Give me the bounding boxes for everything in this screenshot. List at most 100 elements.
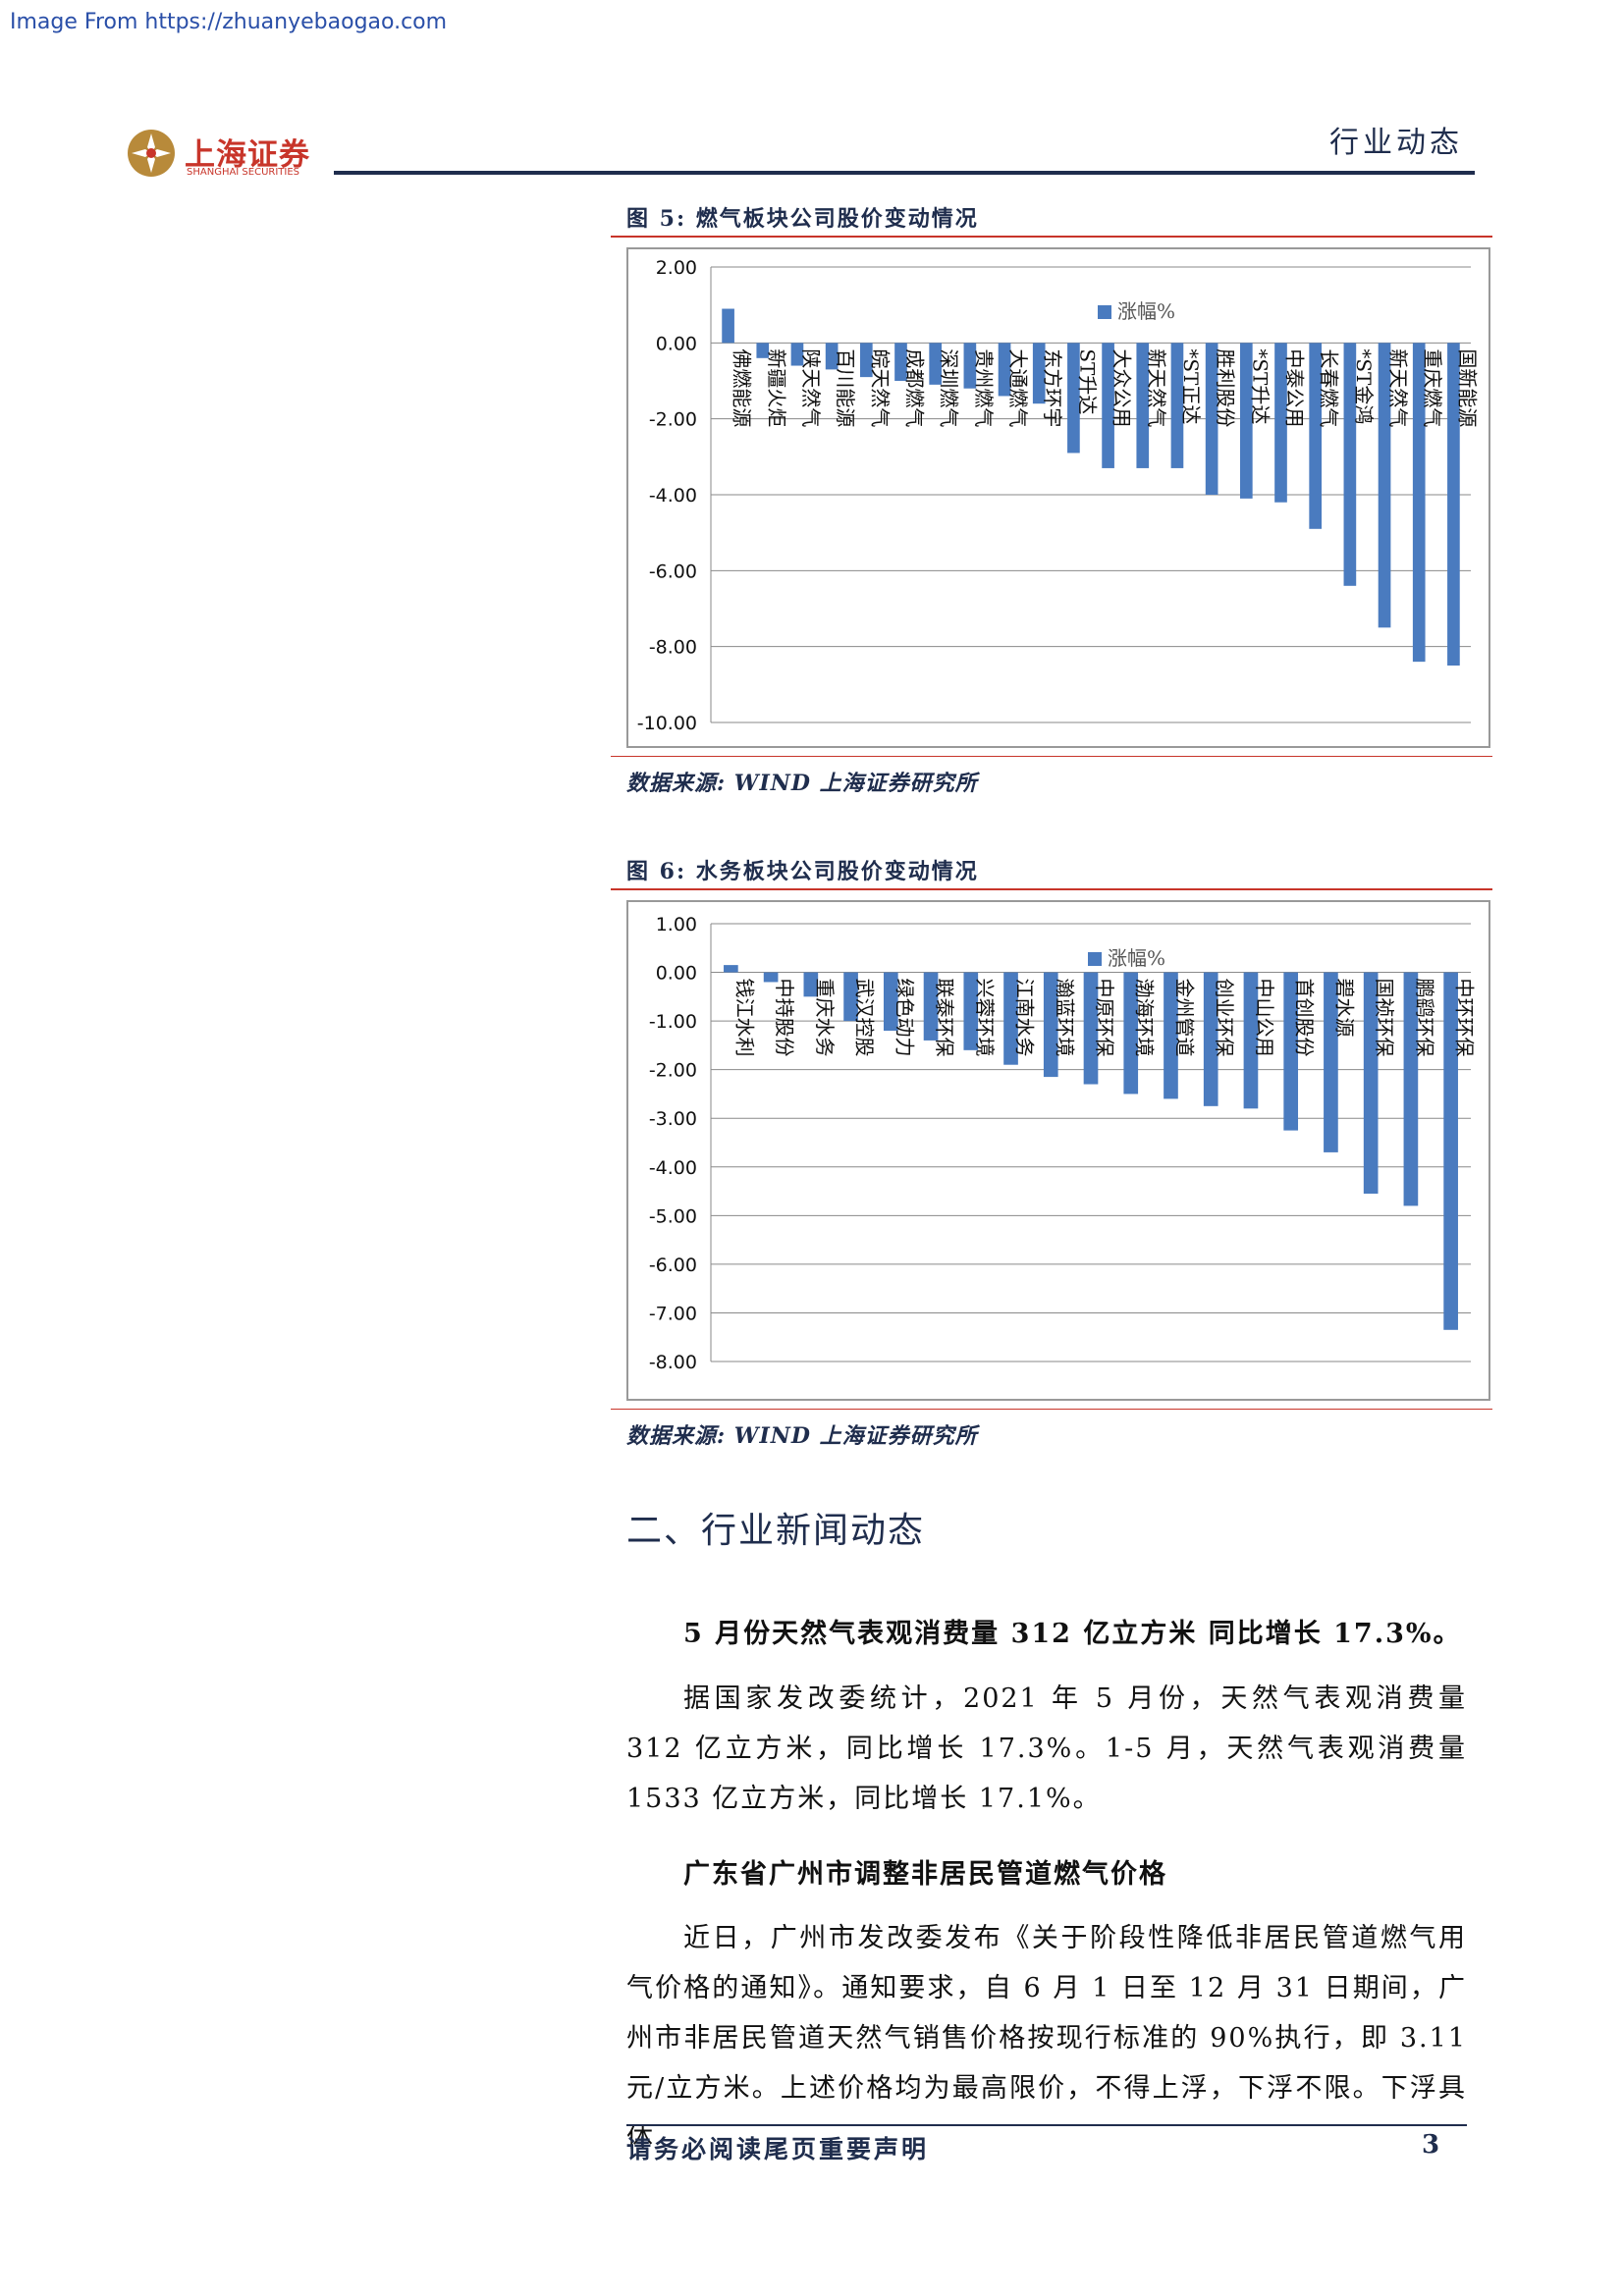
category-label: *ST金鸿 xyxy=(1352,348,1376,424)
bar xyxy=(1378,343,1391,628)
bar xyxy=(803,972,819,997)
chart-frame xyxy=(626,247,1490,748)
category-label: 中原环保 xyxy=(1093,979,1116,1057)
report-category: 行业动态 xyxy=(1329,126,1463,160)
bar xyxy=(1032,343,1046,404)
bar xyxy=(1067,343,1080,454)
category-label: 胜利股份 xyxy=(1214,348,1237,427)
bar xyxy=(1043,972,1058,1078)
bar xyxy=(1205,343,1218,495)
category-label: 武汉控股 xyxy=(853,979,877,1057)
y-tick-label: -8.00 xyxy=(649,1352,697,1373)
category-label: 鹏鹞环保 xyxy=(1413,979,1436,1057)
bar xyxy=(883,972,898,1032)
bar xyxy=(790,343,804,366)
category-label: 瀚蓝环境 xyxy=(1053,979,1076,1057)
figure-6-top-rule xyxy=(611,888,1492,890)
category-label: 深圳燃气 xyxy=(938,348,961,427)
y-tick-label: -6.00 xyxy=(649,1255,697,1276)
bar xyxy=(1324,972,1338,1152)
bar xyxy=(1102,343,1114,468)
figure-5-bottom-rule xyxy=(611,756,1492,757)
y-tick-label: -2.00 xyxy=(649,409,697,431)
y-tick-label: 0.00 xyxy=(656,963,697,985)
bar xyxy=(825,343,839,370)
bar xyxy=(843,972,858,1022)
y-tick-label: -4.00 xyxy=(649,1157,697,1179)
category-label: 大通燃气 xyxy=(1006,348,1030,427)
category-label: 江南水务 xyxy=(1013,979,1037,1057)
category-label: 成都燃气 xyxy=(903,348,927,427)
category-label: 东方环宇 xyxy=(1041,348,1064,427)
bar xyxy=(1403,972,1419,1206)
category-label: 百川能源 xyxy=(834,348,857,427)
category-label: 中持股份 xyxy=(773,979,796,1057)
bar xyxy=(1203,972,1218,1106)
y-tick-label: -3.00 xyxy=(649,1108,697,1130)
news-2-title: 广东省广州市调整非居民管道燃气价格 xyxy=(683,1859,1167,1890)
bar xyxy=(1243,972,1259,1109)
category-label: 国新能源 xyxy=(1455,348,1479,427)
news-1-body: 据国家发改委统计，2021 年 5 月份，天然气表观消费量 312 亿立方米，同… xyxy=(626,1683,1467,1814)
category-label: 首创股份 xyxy=(1293,979,1317,1057)
footer-divider xyxy=(626,2124,1467,2126)
category-label: 兴蓉环境 xyxy=(973,979,997,1057)
category-label: 皖天然气 xyxy=(868,348,892,427)
y-tick-label: -7.00 xyxy=(649,1303,697,1324)
section-heading: 二、行业新闻动态 xyxy=(626,1511,926,1551)
figure-5-source: 数据来源: WIND 上海证券研究所 xyxy=(626,771,978,796)
news-1-title: 5 月份天然气表观消费量 312 亿立方米 同比增长 17.3%。 xyxy=(683,1619,1462,1649)
category-label: 联泰环保 xyxy=(933,979,956,1057)
category-label: 创业环保 xyxy=(1213,979,1236,1057)
bar xyxy=(1164,972,1178,1099)
figure-5-top-rule xyxy=(611,236,1492,238)
bar xyxy=(722,308,734,344)
bar xyxy=(724,965,738,973)
bar xyxy=(1343,343,1357,586)
category-label: 新天然气 xyxy=(1145,348,1168,427)
bar xyxy=(859,343,873,378)
category-label: 渤海环境 xyxy=(1133,979,1157,1057)
figure-6-bottom-rule xyxy=(611,1409,1492,1410)
figure-5-chart: 2.00 0.00 -2.00 -4.00 -6.00 -8.00 -10.00 佛燃能源 新疆… xyxy=(626,247,1490,748)
bar xyxy=(1123,972,1139,1095)
y-tick-label: -2.00 xyxy=(649,1060,697,1082)
bar xyxy=(1274,343,1287,503)
logo-text-cn: 上海证券 xyxy=(185,137,310,173)
y-tick-label: -5.00 xyxy=(649,1205,697,1227)
bar xyxy=(1239,343,1253,499)
bar xyxy=(929,343,943,385)
category-label: 钱江水利 xyxy=(732,979,756,1057)
category-label: 中山公用 xyxy=(1253,979,1276,1057)
bar xyxy=(1283,972,1299,1131)
bar xyxy=(963,343,977,389)
figure-6-chart: 1.00 0.00 -1.00 -2.00 -3.00 -4.00 -5.00 -6.00 -7… xyxy=(626,900,1490,1401)
bar xyxy=(923,972,939,1041)
category-label: 碧水源 xyxy=(1332,979,1356,1038)
legend-swatch xyxy=(1098,305,1111,319)
news-2-body: 近日，广州市发改委发布《关于阶段性降低非居民管道燃气用气价格的通知》。通知要求，… xyxy=(626,1923,1467,2154)
logo-mark-icon xyxy=(128,130,175,177)
y-tick-label: -10.00 xyxy=(637,713,697,734)
legend-label: 涨幅% xyxy=(1117,299,1175,323)
figure-6-title: 图 6: 水务板块公司股价变动情况 xyxy=(626,859,979,884)
bar xyxy=(1447,343,1460,666)
legend-swatch xyxy=(1088,952,1102,966)
category-label: *ST正达 xyxy=(1179,348,1203,424)
page-number: 3 xyxy=(1422,2130,1440,2160)
category-label: 中环环保 xyxy=(1453,979,1477,1057)
category-label: 重庆水务 xyxy=(813,979,837,1057)
category-label: 佛燃能源 xyxy=(731,348,754,427)
category-label: 大众公用 xyxy=(1110,348,1134,427)
legend-label: 涨幅% xyxy=(1108,946,1165,970)
y-tick-label: -1.00 xyxy=(649,1011,697,1033)
bar xyxy=(894,343,907,381)
bar xyxy=(1309,343,1323,529)
bar xyxy=(1136,343,1150,468)
category-label: ST升达 xyxy=(1075,348,1099,414)
category-label: 中泰公用 xyxy=(1283,348,1307,427)
bar xyxy=(1083,972,1099,1085)
bar xyxy=(998,343,1011,397)
chart-frame xyxy=(626,900,1490,1401)
y-tick-label: 1.00 xyxy=(656,914,697,935)
